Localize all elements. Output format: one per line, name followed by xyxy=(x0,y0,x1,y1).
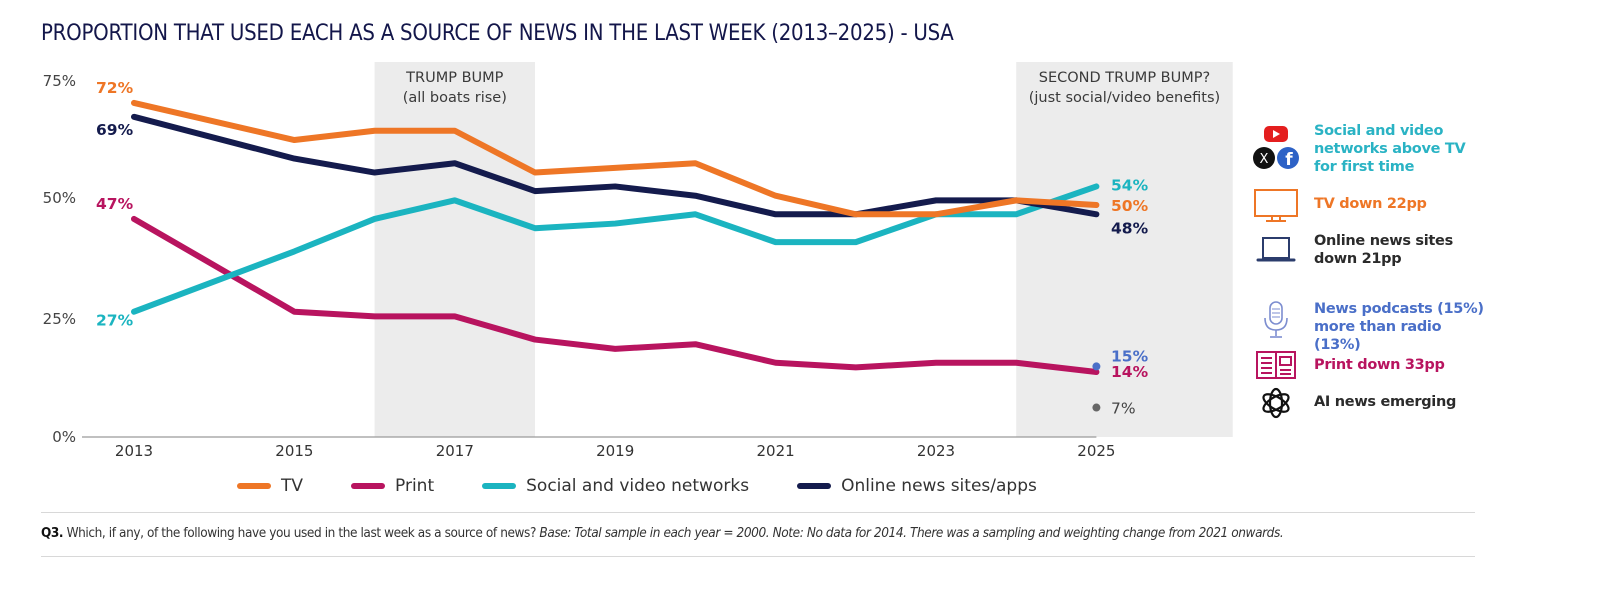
shaded-region-title: TRUMP BUMP xyxy=(405,70,503,86)
series-end-label: 48% xyxy=(1111,219,1149,237)
shaded-region-title: SECOND TRUMP BUMP? xyxy=(1039,70,1210,86)
svg-text:f: f xyxy=(1285,150,1293,170)
microphone-icon xyxy=(1252,300,1300,340)
openai-logo-icon xyxy=(1252,386,1300,420)
y-tick-label: 50% xyxy=(43,189,76,207)
legend-item-online: Online news sites/apps xyxy=(797,476,1037,496)
x-tick-label: 2017 xyxy=(436,442,474,460)
callout-text: Print down 33pp xyxy=(1314,357,1445,373)
social-logos-icon: X f xyxy=(1252,122,1300,172)
x-tick-label: 2015 xyxy=(275,442,313,460)
x-tick-label: 2025 xyxy=(1077,442,1115,460)
legend-item-social: Social and video networks xyxy=(482,476,749,496)
callout-print: Print down 33pp xyxy=(1252,350,1445,380)
svg-text:X: X xyxy=(1260,152,1269,167)
callout-social: X f Social and video networks above TV f… xyxy=(1252,122,1484,176)
line-chart: TRUMP BUMP (all boats rise) SECOND TRUMP B… xyxy=(43,62,1233,460)
series-start-label: 72% xyxy=(96,79,134,97)
x-tick-label: 2019 xyxy=(596,442,634,460)
series-start-label: 27% xyxy=(96,312,134,330)
callout-podcasts: News podcasts (15%) more than radio (13%… xyxy=(1252,300,1489,354)
footnote: Q3. Which, if any, of the following have… xyxy=(41,526,1284,541)
shaded-region-subtitle: (all boats rise) xyxy=(403,90,507,106)
series-line-social-and-video-networks xyxy=(131,183,1100,315)
extra-point-ai-news xyxy=(1092,403,1101,412)
series-end-label: 14% xyxy=(1111,363,1149,381)
chart-legend: TV Print Social and video networks Onlin… xyxy=(237,476,1085,496)
divider-bottom xyxy=(41,556,1475,557)
y-tick-label: 0% xyxy=(52,428,76,446)
legend-label: Social and video networks xyxy=(526,476,750,496)
callout-text: News podcasts (15%) more than radio (13%… xyxy=(1314,301,1484,353)
legend-item-print: Print xyxy=(351,476,434,496)
legend-label: TV xyxy=(281,476,304,496)
extra-point-label: 15% xyxy=(1111,347,1149,365)
series-end-label: 54% xyxy=(1111,176,1149,194)
x-tick-label: 2023 xyxy=(917,442,955,460)
series-line-print xyxy=(131,215,1100,376)
shaded-region xyxy=(1016,62,1233,437)
callout-text: TV down 22pp xyxy=(1314,196,1427,212)
legend-item-tv: TV xyxy=(237,476,303,496)
question-number: Q3. xyxy=(41,526,64,541)
legend-swatch xyxy=(237,483,271,489)
series-line-online-news-sites-apps xyxy=(131,113,1100,218)
shaded-region-subtitle: (just social/video benefits) xyxy=(1029,90,1220,106)
newspaper-icon xyxy=(1252,350,1300,380)
legend-swatch xyxy=(482,483,517,489)
series-line-tv xyxy=(131,99,1100,218)
callout-text: AI news emerging xyxy=(1314,394,1457,410)
y-tick-label: 75% xyxy=(43,72,76,90)
legend-label: Online news sites/apps xyxy=(841,476,1037,496)
callout-tv: TV down 22pp xyxy=(1252,188,1427,224)
callout-text: Online news sites down 21pp xyxy=(1314,233,1453,267)
extra-point-news-podcasts xyxy=(1092,362,1101,371)
tv-icon xyxy=(1252,188,1300,224)
extra-point-label: 7% xyxy=(1111,400,1136,418)
series-start-label: 47% xyxy=(96,195,134,213)
divider-top xyxy=(41,512,1475,513)
base-note: Base: Total sample in each year = 2000. … xyxy=(539,526,1284,541)
y-tick-label: 25% xyxy=(43,310,76,328)
legend-swatch xyxy=(351,483,386,489)
laptop-icon xyxy=(1252,232,1300,266)
series-end-label: 50% xyxy=(1111,197,1149,215)
series-start-label: 69% xyxy=(96,121,134,139)
legend-swatch xyxy=(797,483,832,489)
shaded-region xyxy=(374,62,535,437)
legend-label: Print xyxy=(395,476,435,496)
callout-ai: AI news emerging xyxy=(1252,386,1456,420)
x-tick-label: 2013 xyxy=(115,442,153,460)
callout-text: Social and video networks above TV for f… xyxy=(1314,123,1466,175)
x-tick-label: 2021 xyxy=(757,442,795,460)
chart-title: PROPORTION THAT USED EACH AS A SOURCE OF… xyxy=(41,20,954,46)
callout-online: Online news sites down 21pp xyxy=(1252,232,1464,268)
question-text: Which, if any, of the following have you… xyxy=(63,526,540,541)
